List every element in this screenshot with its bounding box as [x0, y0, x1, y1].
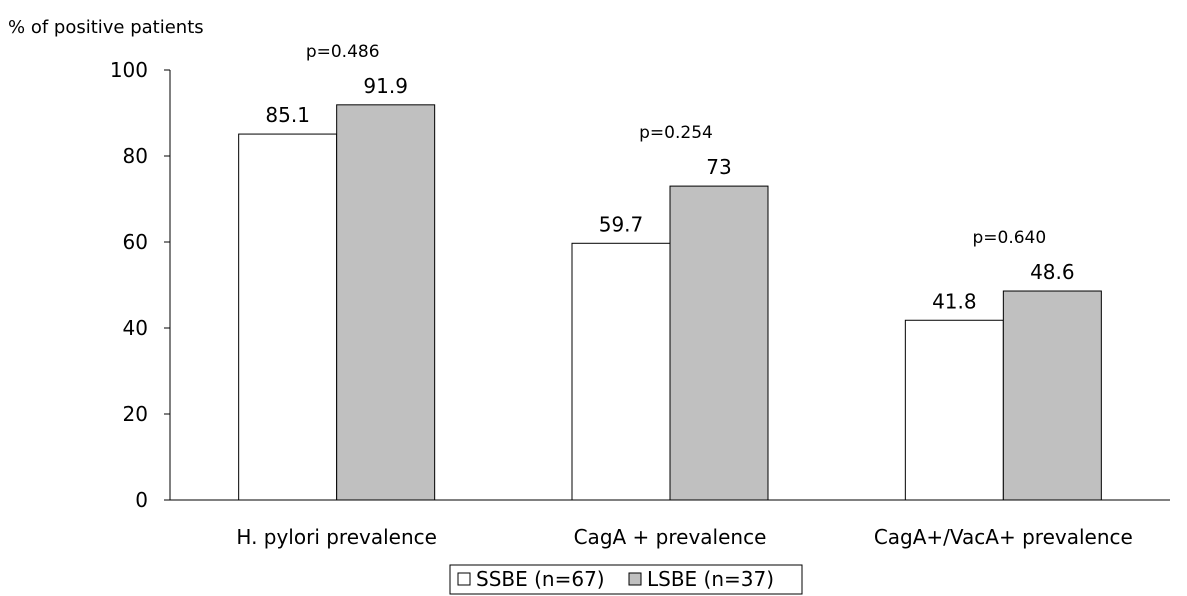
bar-ssbe	[571, 242, 671, 501]
legend-label: SSBE (n=67)	[476, 567, 605, 591]
bars: 85.1 91.9 59.7 73 41.8 48.6	[238, 74, 1102, 501]
p-value-annotation: p=0.640	[972, 228, 1046, 248]
x-tick-label: CagA + prevalence	[574, 525, 767, 549]
x-tick-label: H. pylori prevalence	[236, 525, 437, 549]
bar-ssbe	[904, 319, 1004, 501]
p-value-annotations: p=0.486 p=0.254 p=0.640	[306, 42, 1046, 248]
y-axis: 0 20 40 60 80 100	[110, 58, 171, 512]
y-tick-label: 40	[123, 316, 148, 340]
bar-lsbe	[336, 104, 436, 501]
y-tick-label: 20	[123, 402, 148, 426]
legend-label: LSBE (n=37)	[647, 567, 774, 591]
data-label: 59.7	[599, 212, 644, 236]
y-tick-label: 0	[135, 488, 148, 512]
legend: SSBE (n=67) LSBE (n=37)	[449, 564, 803, 595]
data-label: 48.6	[1030, 260, 1075, 284]
p-value-annotation: p=0.254	[639, 123, 713, 143]
bar-ssbe	[238, 133, 338, 501]
bar-lsbe	[1002, 290, 1102, 501]
y-tick-label: 100	[110, 58, 148, 82]
data-label: 41.8	[932, 289, 977, 313]
legend-box	[449, 564, 803, 595]
data-label: 85.1	[265, 103, 310, 127]
y-tick-label: 60	[123, 230, 148, 254]
x-tick-label: CagA+/VacA+ prevalence	[874, 525, 1133, 549]
data-label: 73	[706, 155, 731, 179]
legend-swatch	[457, 572, 471, 586]
x-axis: H. pylori prevalence CagA + prevalence Cag…	[170, 499, 1170, 549]
bar-lsbe	[669, 185, 769, 501]
data-label: 91.9	[363, 74, 408, 98]
y-axis-label: % of positive patients	[8, 17, 204, 38]
legend-swatch	[628, 572, 642, 586]
y-tick-label: 80	[123, 144, 148, 168]
p-value-annotation: p=0.486	[306, 42, 380, 62]
